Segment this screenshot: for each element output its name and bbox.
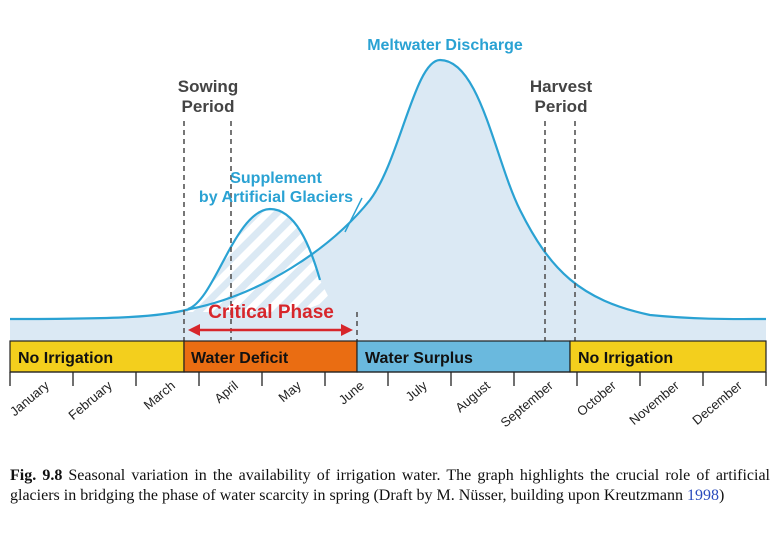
- supplement-curve: [187, 207, 322, 311]
- supplement-area: [188, 209, 330, 312]
- month-label-june: June: [336, 378, 367, 408]
- meltwater-label: Meltwater Discharge: [367, 37, 523, 54]
- supplement-label-line1: Supplement: [230, 170, 322, 187]
- caption-text: Seasonal variation in the availability o…: [10, 467, 771, 504]
- figure-number: Fig. 9.8: [10, 467, 63, 484]
- band-label-water-surplus: Water Surplus: [365, 350, 473, 367]
- figure-caption: Fig. 9.8 Seasonal variation in the availa…: [10, 466, 770, 506]
- critical-phase-label: Critical Phase: [208, 302, 334, 323]
- month-label-may: May: [275, 377, 304, 405]
- sowing-label-line2: Period: [182, 97, 235, 116]
- sowing-lines: [183, 121, 232, 372]
- band-label-no-irrigation-2: No Irrigation: [578, 350, 673, 367]
- month-label-march: March: [141, 378, 178, 413]
- supplement-leader: [344, 197, 363, 233]
- reference-year-link[interactable]: 1998: [686, 487, 719, 504]
- month-label-january: January: [7, 377, 52, 419]
- irrigation-diagram: No Irrigation Water Deficit Water Surplu…: [7, 37, 767, 430]
- month-label-october: October: [574, 377, 620, 419]
- harvest-label-line2: Period: [535, 97, 588, 116]
- month-label-november: November: [626, 377, 682, 427]
- meltwater-curve: [9, 58, 767, 321]
- sowing-label-line1: Sowing: [178, 77, 238, 96]
- band-label-water-deficit: Water Deficit: [191, 350, 289, 367]
- month-label-august: August: [452, 378, 493, 416]
- caption-close: ): [718, 487, 725, 504]
- month-labels: January February March April May June Ju…: [7, 377, 746, 430]
- band-label-no-irrigation-1: No Irrigation: [18, 350, 113, 367]
- supplement-label-line2: by Artificial Glaciers: [199, 189, 353, 206]
- month-label-april: April: [211, 378, 241, 406]
- irrigation-band-bar: No Irrigation Water Deficit Water Surplu…: [9, 340, 767, 373]
- month-axis: [9, 371, 767, 386]
- harvest-label-line1: Harvest: [530, 77, 593, 96]
- month-label-july: July: [403, 377, 431, 404]
- month-label-december: December: [689, 377, 745, 427]
- critical-arrow: [188, 324, 353, 336]
- meltwater-area: [10, 60, 766, 341]
- month-label-september: September: [498, 377, 557, 430]
- harvest-lines: [544, 121, 576, 372]
